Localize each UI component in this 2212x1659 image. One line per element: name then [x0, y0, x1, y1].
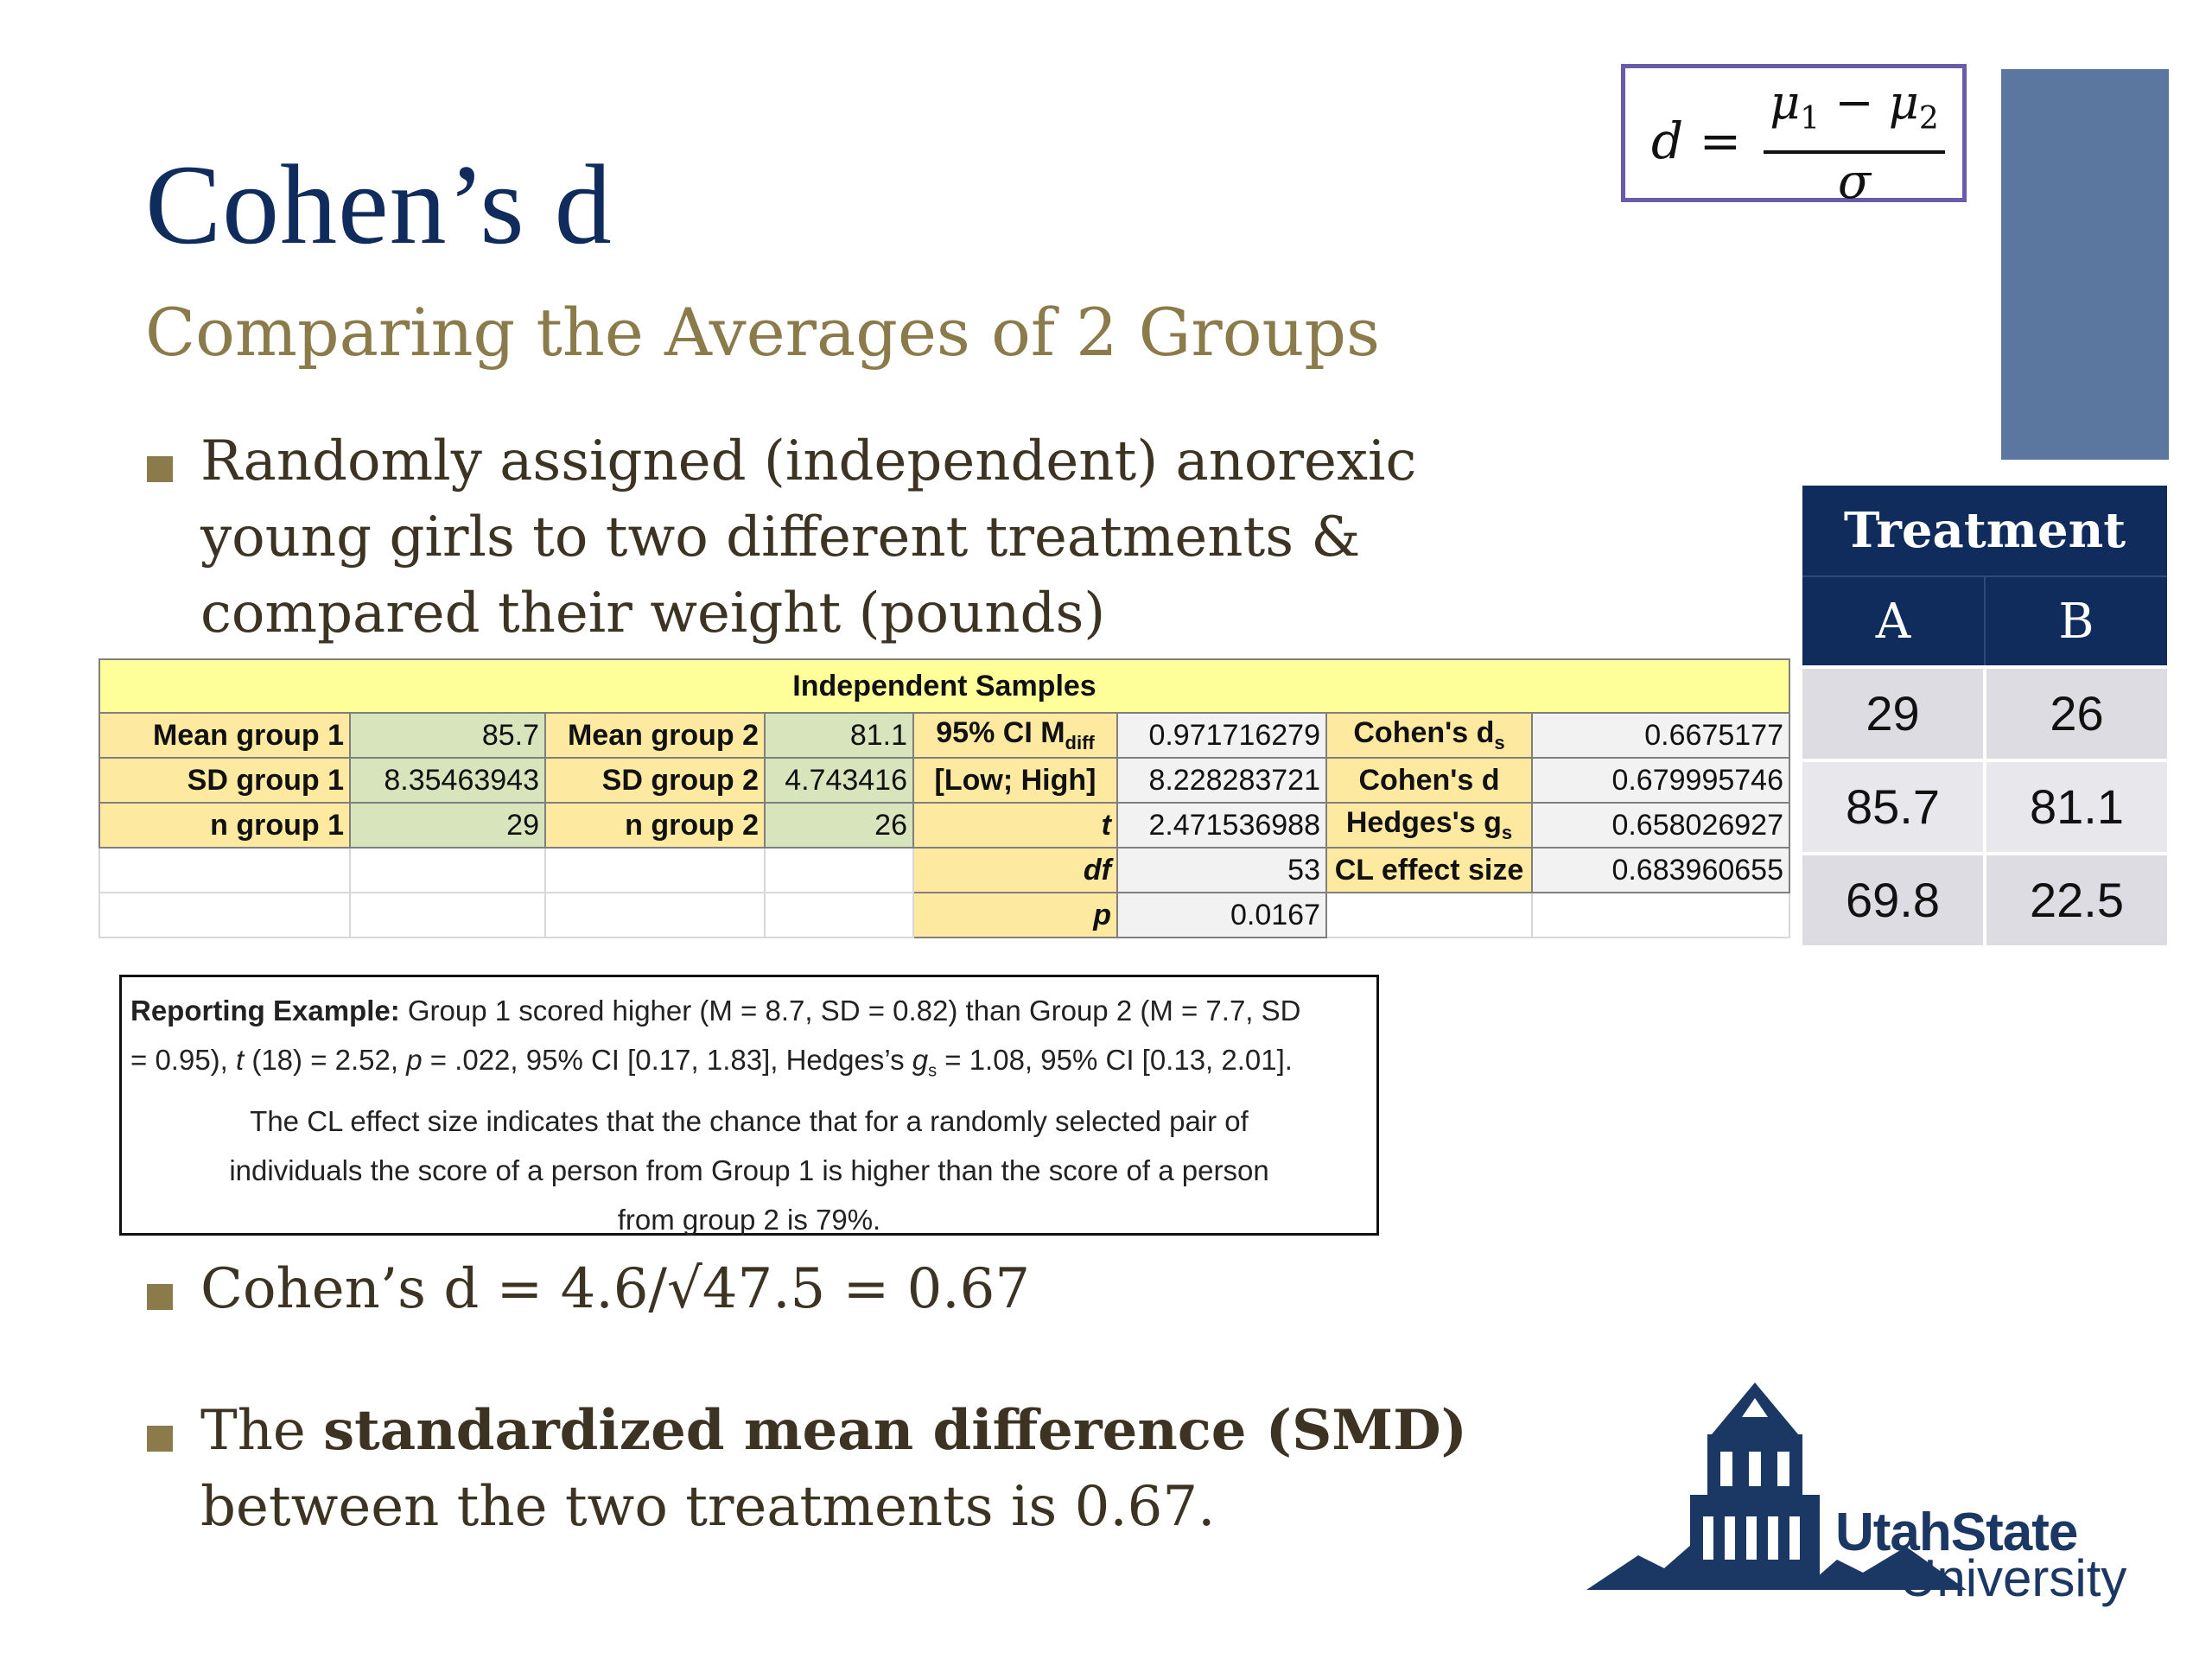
formula-fraction: μ1 − μ2 σ — [1764, 75, 1945, 211]
decorative-blue-bar — [2001, 69, 2169, 460]
treatment-col-a: A — [1802, 575, 1984, 665]
table-row: 29 26 — [1802, 665, 2167, 759]
utah-state-logo-icon — [1586, 1382, 1967, 1590]
bullet-smd: The standardized mean difference (SMD) b… — [147, 1393, 1616, 1548]
reporting-example-box: Reporting Example: Group 1 scored higher… — [119, 975, 1379, 1236]
bullet-square-icon — [147, 1426, 173, 1452]
slide-subtitle: Comparing the Averages of 2 Groups — [145, 294, 1381, 371]
bullet-randomly-assigned: Randomly assigned (independent) anorexic… — [147, 423, 1529, 657]
formula-lhs: d = — [1651, 111, 1742, 170]
ci-label: 95% CI Mdiff — [912, 712, 1118, 759]
cohens-d-formula: d = μ1 − μ2 σ — [1621, 64, 1967, 210]
treatment-table: Treatment A B 29 26 85.7 81.1 69.8 22.5 — [1802, 486, 2167, 945]
formula-numerator: μ1 − μ2 — [1764, 75, 1945, 154]
independent-samples-table: Independent Samples Mean group 1 85.7 Me… — [99, 658, 1790, 938]
logo-text-university: University — [1899, 1549, 2127, 1607]
slide-title: Cohen’s d — [145, 141, 613, 268]
bullet-square-icon — [147, 1284, 173, 1310]
formula-denominator: σ — [1837, 153, 1872, 210]
independent-samples-header: Independent Samples — [99, 658, 1790, 714]
bullet-square-icon — [147, 456, 173, 482]
bullet-cohens-d-calc: Cohen’s d = 4.6/√47.5 = 0.67 — [147, 1251, 1357, 1329]
table-row: 69.8 22.5 — [1802, 852, 2167, 945]
treatment-col-b: B — [1984, 575, 2167, 665]
treatment-header: Treatment — [1802, 486, 2167, 575]
logo-text-utahstate: UtahState — [1835, 1503, 2078, 1562]
table-row: 85.7 81.1 — [1802, 759, 2167, 852]
